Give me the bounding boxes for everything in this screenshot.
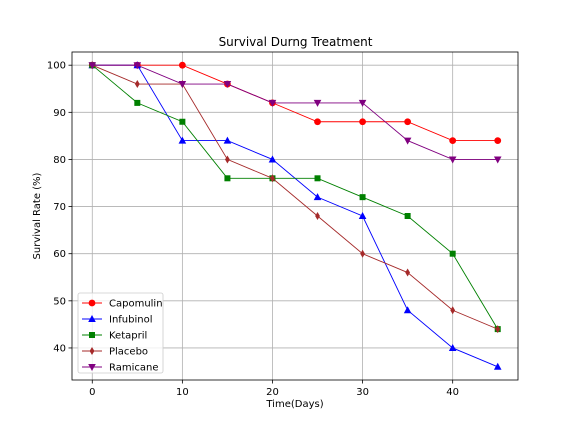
x-tick-label: 10 bbox=[176, 387, 189, 398]
x-tick-label: 30 bbox=[356, 387, 369, 398]
data-point-infubinol bbox=[403, 306, 412, 314]
data-point-infubinol bbox=[268, 155, 277, 163]
legend-label: Infubinol bbox=[109, 315, 153, 326]
series-line-capomulin bbox=[92, 64, 498, 142]
legend-label: Ketapril bbox=[109, 331, 147, 342]
legend-label: Capomulin bbox=[109, 299, 163, 310]
data-point-ramicane bbox=[493, 156, 502, 164]
legend-item-ketapril: Ketapril bbox=[82, 331, 147, 342]
x-tick-label: 20 bbox=[266, 387, 279, 398]
data-point-infubinol bbox=[448, 343, 457, 351]
x-tick-label: 40 bbox=[446, 387, 459, 398]
y-tick-label: 70 bbox=[53, 202, 66, 213]
data-point-ketapril bbox=[134, 99, 141, 106]
data-point-ramicane bbox=[268, 99, 277, 107]
data-point-infubinol bbox=[313, 193, 322, 201]
data-point-placebo bbox=[405, 268, 411, 277]
y-tick-label: 40 bbox=[53, 343, 66, 354]
data-point-infubinol bbox=[178, 136, 187, 144]
legend-marker-ramicane bbox=[88, 364, 96, 371]
data-point-ketapril bbox=[404, 213, 411, 219]
y-tick-label: 50 bbox=[53, 296, 66, 307]
data-point-ketapril bbox=[449, 250, 456, 257]
data-point-ramicane bbox=[223, 81, 232, 89]
legend-marker-ketapril bbox=[89, 332, 95, 338]
data-point-ketapril bbox=[314, 175, 321, 182]
y-tick-label: 100 bbox=[47, 61, 66, 72]
legend-label: Ramicane bbox=[109, 363, 159, 374]
legend-label: Placebo bbox=[109, 347, 148, 358]
legend-item-infubinol: Infubinol bbox=[82, 315, 153, 326]
series-line-ramicane bbox=[92, 64, 498, 160]
x-tick-label: 0 bbox=[89, 387, 95, 398]
x-axis-label: Time(Days) bbox=[265, 399, 323, 410]
data-point-ramicane bbox=[133, 62, 142, 70]
data-point-ramicane bbox=[358, 99, 367, 107]
data-point-ketapril bbox=[359, 194, 366, 201]
legend-item-ramicane: Ramicane bbox=[82, 363, 159, 374]
data-point-ramicane bbox=[403, 137, 412, 145]
legend-marker-placebo bbox=[89, 347, 95, 355]
data-point-placebo bbox=[495, 325, 501, 334]
y-tick-label: 60 bbox=[53, 249, 66, 260]
data-point-ramicane bbox=[313, 99, 322, 107]
data-point-placebo bbox=[450, 306, 456, 315]
chart-title: Survival Durng Treatment bbox=[219, 35, 373, 49]
legend: Capomulin Infubinol Ketapril Placebo Ramican… bbox=[77, 292, 164, 374]
plot-frame bbox=[71, 51, 519, 381]
y-axis-label: Survival Rate (%) bbox=[32, 172, 43, 259]
series-layer bbox=[88, 61, 502, 370]
data-point-placebo bbox=[270, 174, 275, 183]
legend-marker-capomulin bbox=[88, 299, 96, 307]
data-point-capomulin bbox=[178, 61, 186, 69]
data-point-capomulin bbox=[404, 118, 412, 126]
data-point-capomulin bbox=[359, 118, 366, 126]
data-point-ramicane bbox=[178, 81, 187, 89]
data-point-ketapril bbox=[179, 118, 186, 125]
data-point-ketapril bbox=[224, 175, 231, 182]
data-point-ramicane bbox=[448, 156, 457, 164]
data-point-placebo bbox=[360, 249, 365, 258]
data-point-infubinol bbox=[493, 362, 502, 370]
data-point-infubinol bbox=[223, 136, 232, 144]
legend-marker-infubinol bbox=[88, 315, 96, 322]
legend-box bbox=[77, 292, 164, 374]
y-tick-label: 80 bbox=[53, 155, 66, 166]
series-ramicane bbox=[88, 62, 502, 164]
data-point-infubinol bbox=[358, 212, 367, 219]
data-point-capomulin bbox=[449, 137, 457, 144]
series-line-placebo bbox=[92, 64, 498, 330]
series-line-ketapril bbox=[91, 64, 499, 330]
data-point-placebo bbox=[134, 80, 140, 89]
data-point-capomulin bbox=[494, 137, 502, 144]
data-point-capomulin bbox=[314, 118, 321, 126]
legend-item-capomulin: Capomulin bbox=[82, 299, 163, 310]
y-tick-label: 90 bbox=[53, 108, 66, 119]
data-point-ramicane bbox=[88, 62, 97, 70]
legend-item-placebo: Placebo bbox=[82, 347, 148, 358]
data-point-placebo bbox=[225, 155, 230, 164]
axes: 0 10 20 30 40 40 50 60 70 80 90 100 bbox=[47, 61, 459, 398]
series-placebo bbox=[89, 61, 501, 334]
data-point-placebo bbox=[315, 212, 320, 220]
